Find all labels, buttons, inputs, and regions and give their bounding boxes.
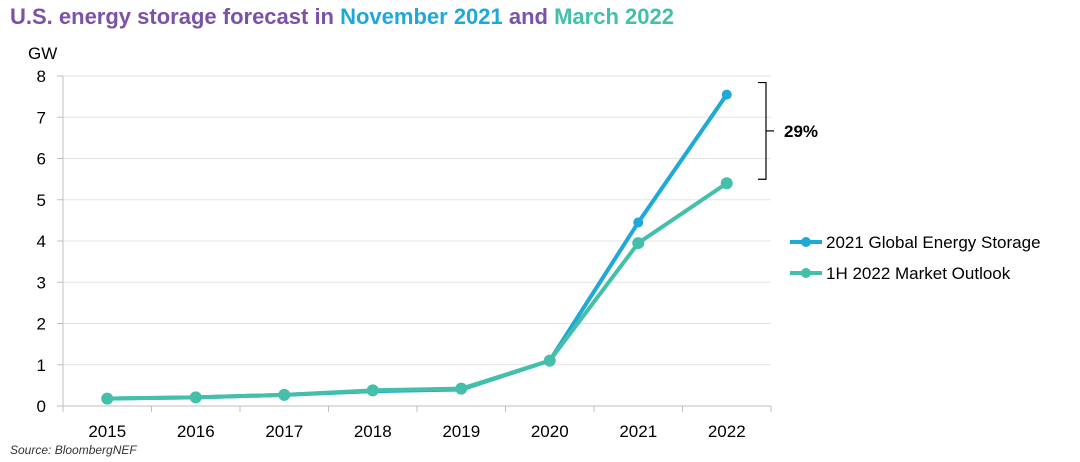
chart-title: U.S. energy storage forecast in November…	[10, 4, 674, 30]
x-tick-label: 2018	[354, 422, 392, 441]
source-note: Source: BloombergNEF	[10, 443, 137, 457]
legend-label: 2021 Global Energy Storage	[826, 233, 1041, 252]
data-point	[101, 392, 114, 405]
series-lines	[101, 89, 733, 405]
difference-annotation: 29%	[758, 81, 818, 180]
data-point	[633, 217, 644, 228]
y-tick-label: 7	[37, 108, 46, 127]
data-point	[720, 177, 733, 190]
legend-swatch-marker	[801, 237, 811, 247]
bracket	[758, 81, 767, 180]
y-tick-label: 6	[37, 150, 46, 169]
x-tick-labels: 2015 2016 2017 2018 2019 2020 2021 2022	[88, 422, 745, 441]
data-point	[278, 388, 291, 401]
legend-swatch-marker	[801, 268, 811, 278]
y-tick-label: 2	[37, 315, 46, 334]
data-point	[632, 237, 645, 250]
data-point	[189, 391, 202, 404]
y-tick-label: 0	[37, 397, 46, 416]
y-tick-label: 3	[37, 273, 46, 292]
x-tick-label: 2016	[177, 422, 215, 441]
y-tick-label: 8	[37, 67, 46, 86]
y-tick-labels: 0 1 2 3 4 5 6 7 8	[37, 67, 46, 416]
data-point	[721, 89, 732, 100]
y-axis-label: GW	[28, 44, 57, 63]
axes	[57, 75, 772, 412]
x-tick-label: 2017	[265, 422, 303, 441]
title-march: March 2022	[554, 4, 674, 29]
x-tick-label: 2021	[619, 422, 657, 441]
gridlines	[63, 75, 771, 366]
y-tick-label: 5	[37, 191, 46, 210]
data-point	[455, 382, 468, 395]
x-tick-label: 2020	[531, 422, 569, 441]
x-tick-label: 2019	[442, 422, 480, 441]
legend: 2021 Global Energy Storage 1H 2022 Market…	[790, 233, 1041, 283]
y-tick-label: 1	[37, 356, 46, 375]
series-line-2	[105, 181, 729, 401]
annotation-label: 29%	[784, 122, 818, 141]
title-november: November 2021	[340, 4, 503, 29]
x-tick-label: 2022	[708, 422, 746, 441]
title-part-3: and	[502, 4, 555, 29]
title-part-1: U.S. energy storage forecast in	[10, 4, 341, 29]
legend-label: 1H 2022 Market Outlook	[826, 264, 1011, 283]
x-tick-label: 2015	[88, 422, 126, 441]
y-tick-label: 4	[37, 232, 46, 251]
data-point	[543, 354, 556, 367]
data-point	[366, 384, 379, 397]
